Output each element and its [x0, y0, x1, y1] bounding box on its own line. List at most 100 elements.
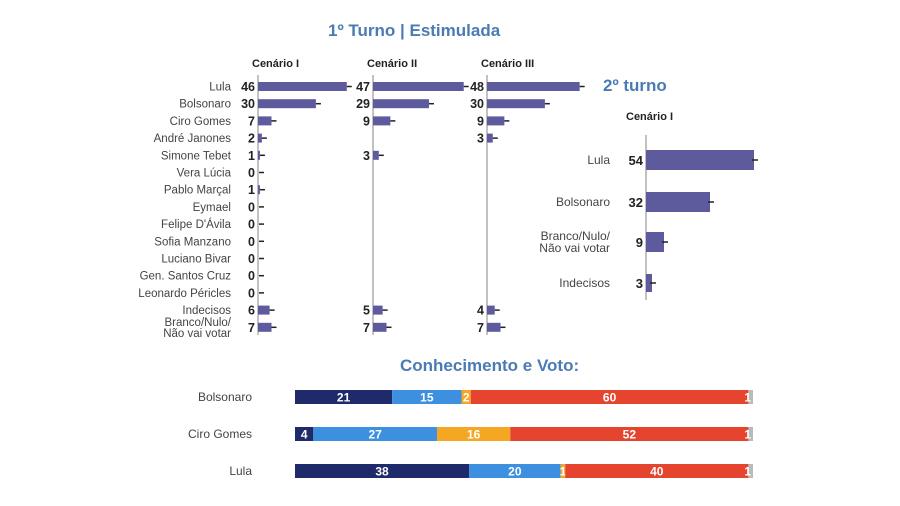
bar	[373, 82, 464, 91]
category-label: Branco/Nulo/Não vai votar	[163, 317, 232, 340]
second-round-title: 2º turno	[603, 76, 667, 95]
stacked-segment	[748, 427, 753, 441]
bar	[646, 232, 664, 252]
bar	[258, 185, 260, 195]
category-label: Vera Lúcia	[177, 168, 232, 180]
data-label: 3	[363, 149, 370, 163]
category-label: Pablo Marçal	[164, 185, 231, 197]
category-label: Sofia Manzano	[154, 236, 231, 248]
segment-label: 2	[463, 391, 470, 405]
bar	[646, 192, 710, 212]
stacked-segment	[392, 390, 462, 404]
stacked-segment	[313, 427, 437, 441]
data-label: 3	[636, 276, 643, 291]
segment-label: 20	[508, 465, 522, 479]
category-label: Simone Tebet	[161, 150, 232, 162]
segment-label: 52	[623, 428, 637, 442]
bar	[258, 150, 260, 160]
data-label: 30	[470, 97, 484, 111]
bar	[487, 305, 495, 315]
bar	[487, 99, 545, 109]
bar	[487, 322, 501, 332]
segment-label: 1	[744, 428, 751, 442]
bar	[258, 82, 347, 91]
category-label: Bolsonaro	[179, 99, 231, 111]
segment-label: 60	[603, 391, 617, 405]
bar	[646, 274, 652, 292]
data-label: 9	[636, 235, 643, 250]
knowledge-vote-title: Conhecimento e Voto:	[400, 356, 580, 375]
data-label: 0	[248, 200, 255, 214]
data-label: 46	[241, 80, 255, 94]
data-label: 0	[248, 286, 255, 300]
data-label: 0	[248, 269, 255, 283]
category-label: Bolsonaro	[556, 195, 610, 209]
bar	[373, 116, 391, 126]
data-label: 48	[470, 80, 484, 94]
stacked-segment	[436, 427, 511, 441]
data-label: 4	[477, 304, 484, 318]
data-label: 7	[363, 321, 370, 335]
stacked-segment	[295, 427, 314, 441]
stacked-segment	[565, 464, 749, 478]
bar	[258, 322, 272, 332]
data-label: 47	[356, 80, 370, 94]
data-label: 0	[248, 218, 255, 232]
data-label: 7	[248, 321, 255, 335]
segment-label: 16	[467, 428, 481, 442]
data-label: 7	[477, 321, 484, 335]
segment-label: 1	[560, 465, 567, 479]
data-label: 9	[477, 114, 484, 128]
bar	[373, 322, 387, 332]
bar	[487, 82, 580, 91]
stacked-segment	[461, 390, 471, 404]
scenario-header: Cenário III	[481, 58, 534, 70]
bar	[258, 116, 272, 126]
stacked-segment	[560, 464, 566, 478]
category-label: Lula	[209, 82, 231, 94]
segment-label: 4	[301, 428, 308, 442]
data-label: 0	[248, 166, 255, 180]
data-label: 5	[363, 304, 370, 318]
data-label: 54	[629, 153, 644, 168]
data-label: 2	[248, 132, 255, 146]
segment-label: 40	[650, 465, 664, 479]
data-label: 1	[248, 149, 255, 163]
segment-label: 27	[368, 428, 382, 442]
data-label: 0	[248, 235, 255, 249]
stacked-segment	[748, 464, 753, 478]
category-label: Lula	[587, 153, 610, 167]
category-label: Indecisos	[182, 305, 231, 317]
scenario-header: Cenário I	[252, 58, 299, 70]
bar	[258, 99, 316, 109]
category-label: Indecisos	[559, 276, 610, 290]
data-label: 32	[629, 195, 643, 210]
bar	[373, 150, 379, 160]
segment-label: 1	[744, 465, 751, 479]
category-label: Branco/Nulo/Não vai votar	[539, 229, 610, 255]
category-label: Luciano Bivar	[161, 254, 231, 266]
data-label: 30	[241, 97, 255, 111]
category-label: Gen. Santos Cruz	[140, 271, 232, 283]
bar	[646, 150, 754, 170]
data-label: 0	[248, 252, 255, 266]
segment-label: 38	[375, 465, 389, 479]
category-label: Bolsonaro	[198, 390, 252, 404]
stacked-segment	[470, 390, 749, 404]
category-label: Ciro Gomes	[170, 116, 232, 128]
first-round-title: 1º Turno | Estimulada	[328, 21, 501, 40]
bar	[487, 133, 493, 143]
bar	[373, 305, 383, 315]
stacked-segment	[748, 390, 753, 404]
data-label: 29	[356, 97, 370, 111]
scenario-header: Cenário II	[367, 58, 417, 70]
category-label: Leonardo Péricles	[138, 288, 231, 300]
category-label: Felipe D'Ávila	[161, 218, 232, 231]
category-label: Ciro Gomes	[188, 427, 252, 441]
stacked-segment	[295, 464, 470, 478]
category-label: Lula	[229, 464, 252, 478]
bar	[258, 133, 262, 143]
data-label: 9	[363, 114, 370, 128]
segment-label: 21	[337, 391, 351, 405]
